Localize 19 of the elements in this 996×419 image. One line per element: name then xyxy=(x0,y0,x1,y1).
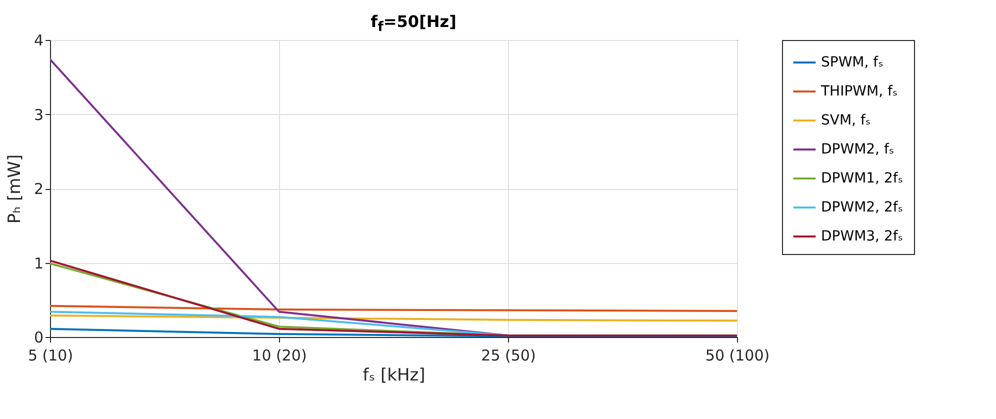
y-tick-label: 1 xyxy=(34,254,44,272)
legend-label: DPWM3, 2fₛ xyxy=(821,228,904,244)
chart-title: f$_{f}$=50[Hz] xyxy=(370,12,458,36)
x-tick-label: 5 (10) xyxy=(28,346,74,364)
legend-label: DPWM1, 2fₛ xyxy=(821,170,904,186)
x-tick-label: 25 (50) xyxy=(481,346,536,364)
legend-label: THIPWM, fₛ xyxy=(820,84,898,100)
legend-label: SPWM, fₛ xyxy=(821,54,884,70)
x-tick-label: 50 (100) xyxy=(705,346,770,364)
y-tick-label: 2 xyxy=(34,180,44,198)
y-tick-label: 3 xyxy=(34,106,44,124)
y-axis-title: Pₕ [mW] xyxy=(4,154,25,224)
y-tick-label: 0 xyxy=(34,328,44,346)
legend-label: SVM, fₛ xyxy=(821,112,871,128)
legend-label: DPWM2, 2fₛ xyxy=(821,200,904,216)
legend-label: DPWM2, fₛ xyxy=(821,142,894,158)
x-axis-title: fₛ [kHz] xyxy=(362,366,426,386)
y-tick-label: 4 xyxy=(34,32,44,50)
x-tick-label: 10 (20) xyxy=(252,346,307,364)
